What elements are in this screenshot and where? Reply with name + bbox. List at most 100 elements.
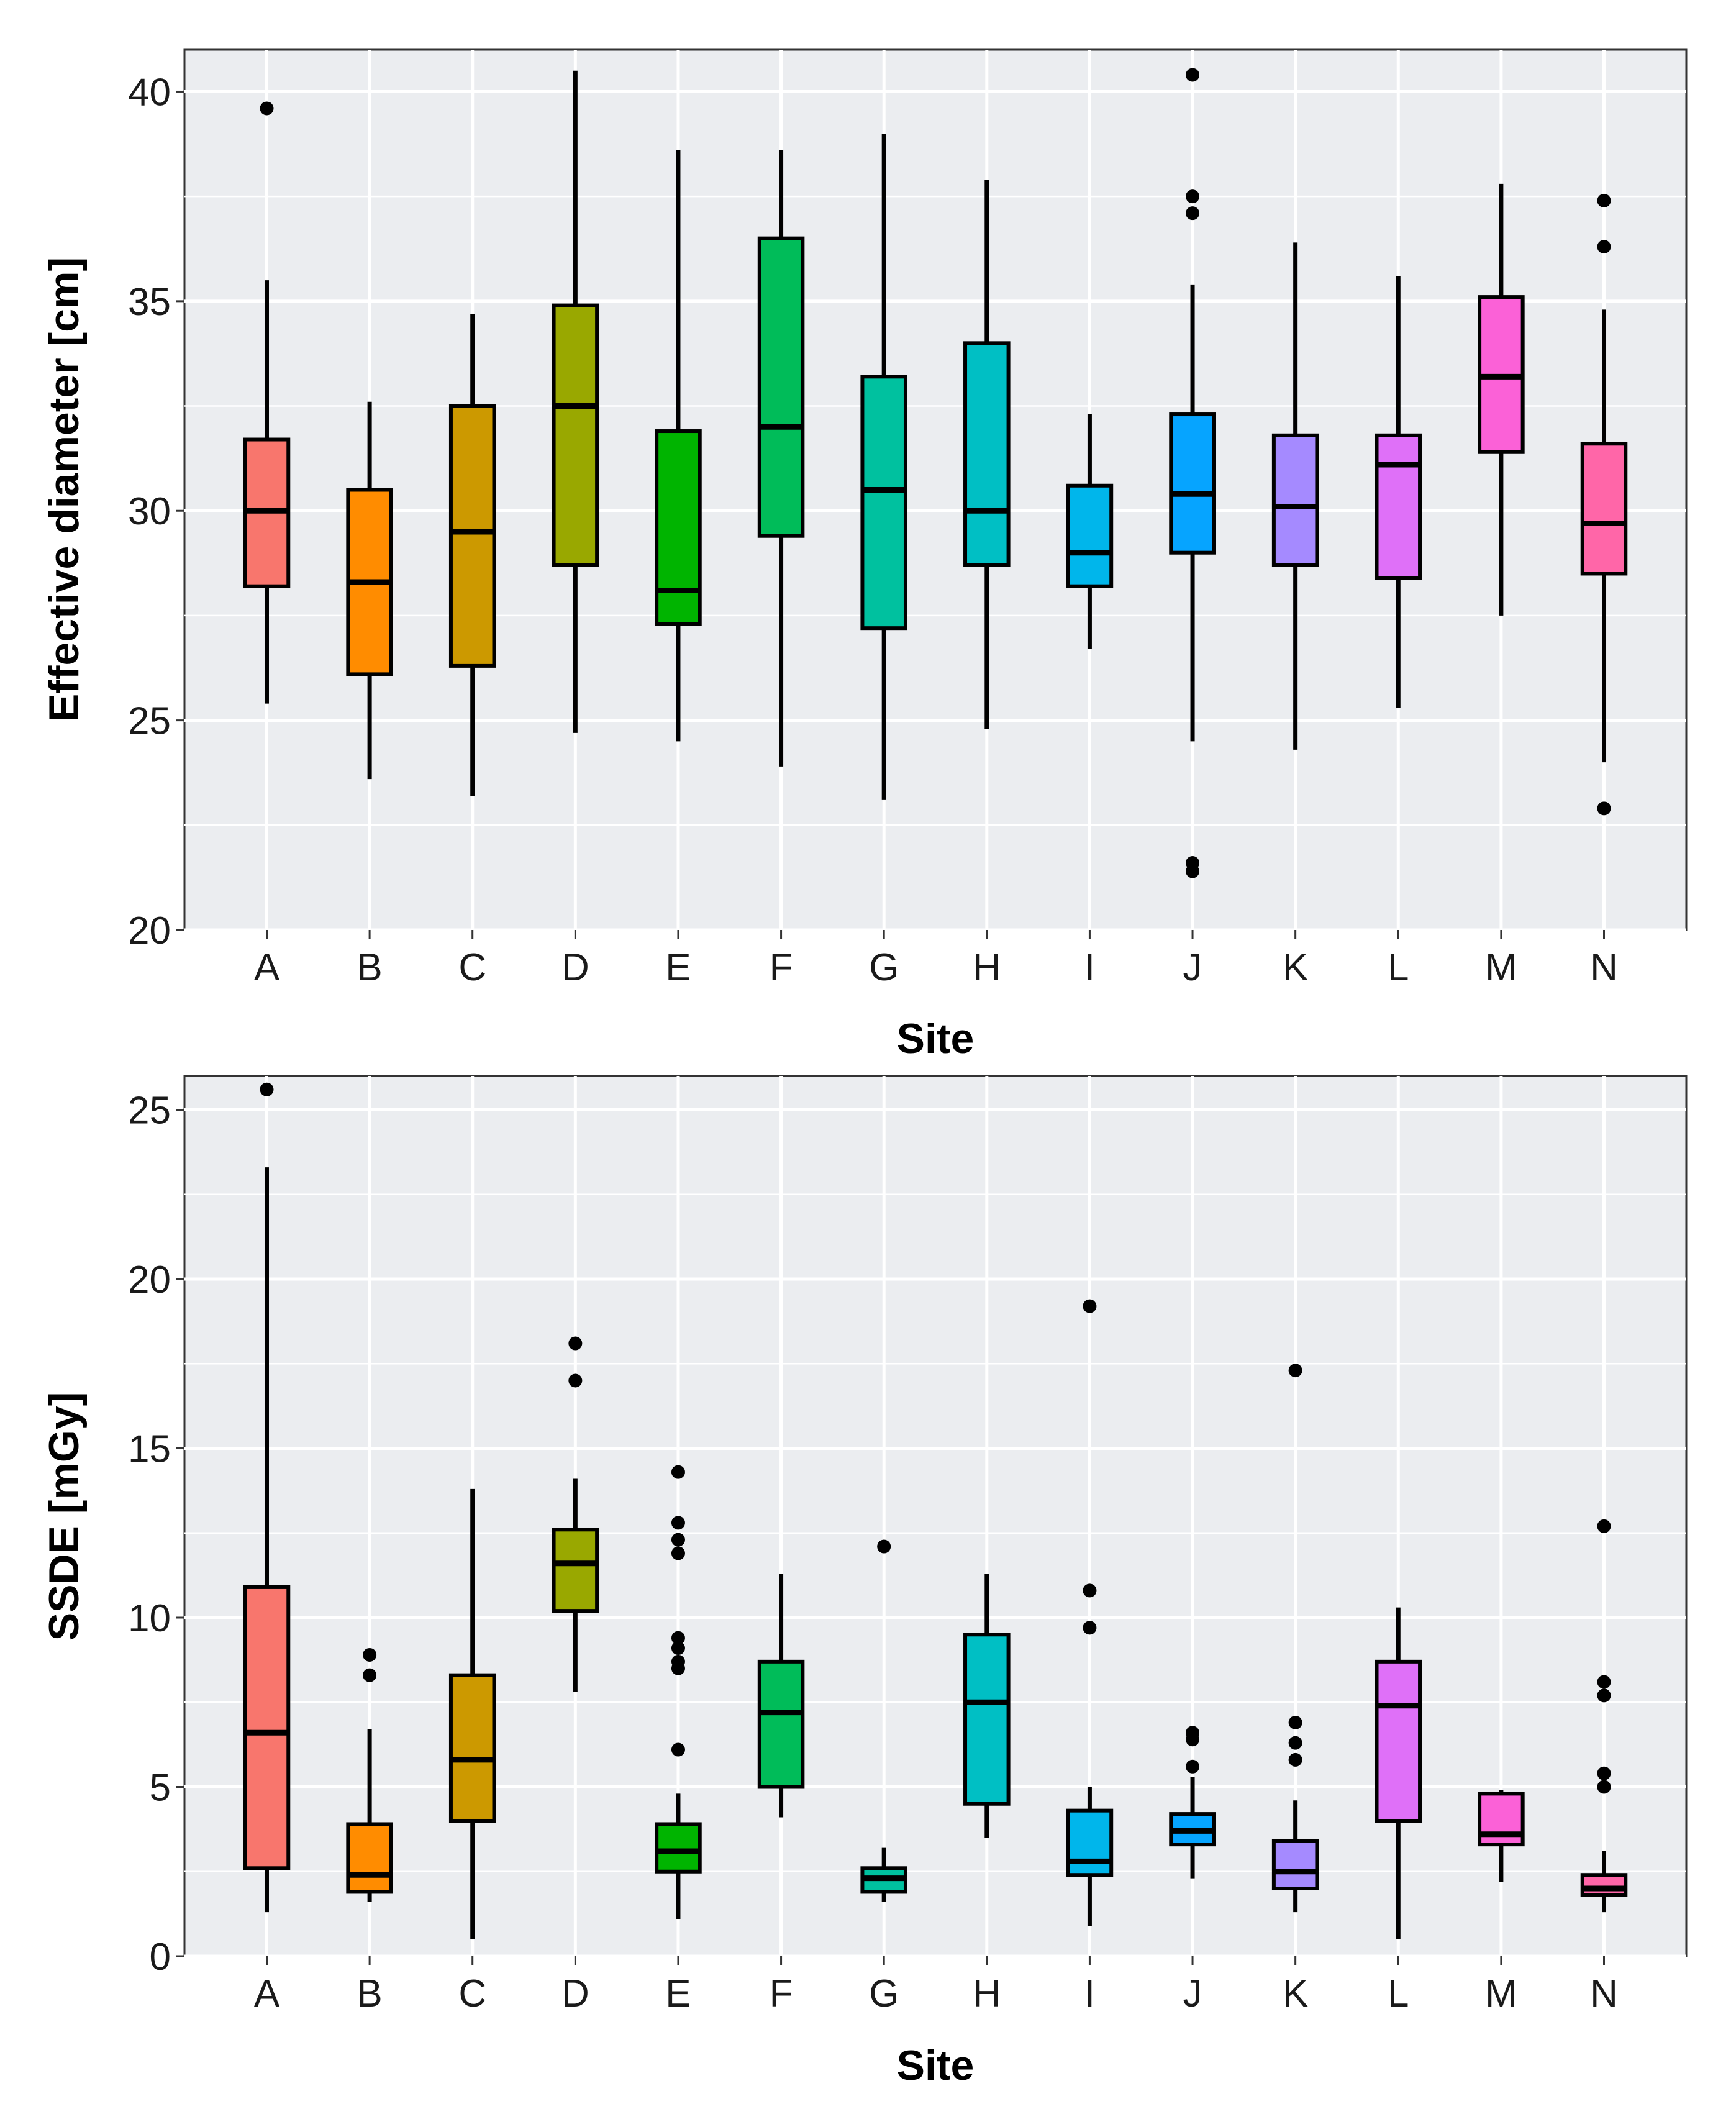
diameter-y-tick-label: 40: [128, 71, 171, 114]
box-iqr: [963, 1633, 1011, 1806]
outlier-point: [1186, 189, 1200, 204]
outlier-point: [1597, 1675, 1611, 1689]
diameter-x-axis-title: Site: [897, 1015, 975, 1062]
ssde-box-m: [1478, 1790, 1525, 1882]
outlier-point: [671, 1631, 685, 1645]
ssde-box-n: [1580, 1519, 1628, 1913]
outlier-point: [1597, 1688, 1611, 1703]
outlier-point: [1597, 1766, 1611, 1780]
diameter-x-tick-label-d: D: [561, 946, 589, 989]
diameter-box-a: [243, 101, 291, 704]
ssde-x-tick-label-i: I: [1084, 1972, 1095, 2015]
diameter-box-g: [860, 133, 907, 800]
outlier-point: [568, 1336, 583, 1351]
ssde-box-l: [1375, 1607, 1422, 1939]
outlier-point: [671, 1641, 685, 1656]
diameter-chart: 20 25 30 35 40 A B C D E F G H I J K L M N Site Effective…: [40, 48, 1688, 1062]
ssde-y-tick-label: 5: [150, 1767, 171, 1810]
outlier-point: [1186, 206, 1200, 221]
ssde-boxes: [243, 1082, 1628, 1939]
outlier-point: [1083, 1299, 1097, 1313]
outlier-point: [1597, 240, 1611, 254]
diameter-box-k: [1271, 242, 1319, 750]
diameter-plot-panel: [183, 48, 1688, 931]
outlier-point: [363, 1647, 377, 1662]
outlier-point: [1083, 1583, 1097, 1598]
ssde-x-tick-label-g: G: [869, 1972, 899, 2015]
diameter-x-tick-label-i: I: [1084, 946, 1095, 989]
box-iqr: [1066, 1808, 1114, 1877]
outlier-point: [1186, 1733, 1200, 1747]
ssde-y-tick-label: 15: [128, 1428, 171, 1471]
diameter-y-tick-label: 30: [128, 490, 171, 533]
diameter-x-tick-label-m: M: [1485, 946, 1517, 989]
outlier-point: [1186, 864, 1200, 878]
ssde-box-j: [1169, 1726, 1216, 1879]
outlier-point: [671, 1465, 685, 1479]
diameter-x-tick-label-a: A: [254, 946, 280, 989]
outlier-point: [877, 1539, 891, 1554]
diameter-box-l: [1375, 276, 1422, 708]
ssde-box-e: [655, 1465, 702, 1920]
outlier-point: [671, 1742, 685, 1757]
outlier-point: [1083, 1621, 1097, 1635]
ssde-y-ticks: 0 5 10 15 20 25: [128, 1090, 184, 1979]
box-iqr: [1375, 1659, 1422, 1823]
diameter-x-tick-label-b: B: [357, 946, 382, 989]
outlier-point: [1597, 1519, 1611, 1533]
box-iqr: [552, 1528, 599, 1613]
diameter-box-i: [1066, 414, 1114, 649]
ssde-box-i: [1066, 1299, 1114, 1926]
ssde-y-axis-title: SSDE [mGy]: [40, 1392, 88, 1641]
diameter-box-h: [963, 180, 1011, 729]
diameter-box-j: [1169, 68, 1216, 878]
ssde-x-tick-label-m: M: [1485, 1972, 1517, 2015]
box-iqr: [757, 1659, 805, 1789]
diameter-x-tick-label-j: J: [1183, 946, 1202, 989]
diameter-y-tick-label: 20: [128, 909, 171, 952]
diameter-x-tick-label-g: G: [869, 946, 899, 989]
ssde-box-d: [552, 1336, 599, 1692]
outlier-point: [363, 1668, 377, 1682]
ssde-plot-panel: [183, 1075, 1688, 1957]
diameter-y-tick-label: 25: [128, 700, 171, 743]
outlier-point: [1597, 801, 1611, 816]
box-iqr: [655, 429, 702, 626]
box-iqr: [552, 303, 599, 567]
diameter-box-b: [346, 401, 393, 780]
ssde-box-k: [1271, 1364, 1319, 1913]
outlier-point: [671, 1533, 685, 1547]
outlier-point: [1288, 1752, 1302, 1767]
ssde-x-tick-label-e: E: [665, 1972, 691, 2015]
ssde-x-tick-label-b: B: [357, 1972, 382, 2015]
ssde-x-ticks: A B C D E F G H I J K L M N: [254, 1956, 1618, 2015]
outlier-point: [1186, 68, 1200, 82]
diameter-y-tick-label: 35: [128, 281, 171, 324]
outlier-point: [260, 1082, 274, 1096]
outlier-point: [1288, 1736, 1302, 1750]
diameter-boxes: [243, 68, 1628, 878]
box-iqr: [1066, 483, 1114, 588]
box-iqr: [448, 404, 496, 668]
ssde-x-tick-label-k: K: [1283, 1972, 1308, 2015]
outlier-point: [671, 1516, 685, 1530]
box-iqr: [860, 375, 907, 631]
outlier-point: [671, 1546, 685, 1560]
box-iqr: [243, 1585, 291, 1870]
diameter-x-tick-label-n: N: [1590, 946, 1618, 989]
outlier-point: [1597, 193, 1611, 207]
ssde-y-tick-label: 0: [150, 1936, 171, 1979]
outlier-point: [260, 101, 274, 116]
outlier-point: [671, 1661, 685, 1675]
box-iqr: [1375, 433, 1422, 580]
diameter-x-tick-label-e: E: [665, 946, 691, 989]
ssde-x-tick-label-h: H: [973, 1972, 1001, 2015]
box-iqr: [757, 236, 805, 538]
box-iqr: [1580, 1873, 1628, 1897]
ssde-x-tick-label-c: C: [458, 1972, 486, 2015]
ssde-x-tick-label-j: J: [1183, 1972, 1202, 2015]
ssde-box-b: [346, 1647, 393, 1902]
diameter-x-tick-label-f: F: [770, 946, 793, 989]
box-iqr: [1580, 442, 1628, 576]
box-iqr: [448, 1673, 496, 1823]
